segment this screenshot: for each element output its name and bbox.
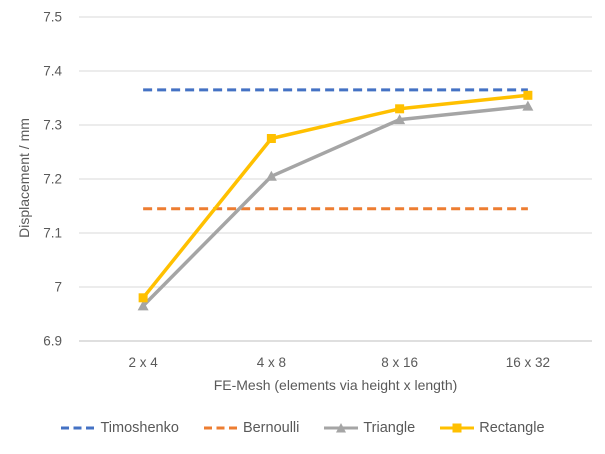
y-tick-label: 7.2 xyxy=(43,172,62,187)
y-tick-label: 7 xyxy=(54,280,62,295)
x-tick-label: 8 x 16 xyxy=(381,355,418,370)
y-tick-label: 6.9 xyxy=(43,334,62,349)
data-point-square-marker xyxy=(138,293,148,303)
data-point-triangle-marker xyxy=(522,100,534,111)
legend-label: Triangle xyxy=(363,420,416,436)
legend-square-marker xyxy=(452,423,462,433)
data-point-triangle-marker xyxy=(265,170,277,181)
legend-item-timoshenko[interactable]: Timoshenko xyxy=(60,420,179,436)
x-tick-label: 16 x 32 xyxy=(506,355,550,370)
x-tick-label: 2 x 4 xyxy=(128,355,158,370)
data-point-square-marker xyxy=(395,104,405,114)
legend-label: Bernoulli xyxy=(242,420,300,436)
legend-swatch-square-marker-icon xyxy=(440,423,475,433)
legend-item-bernoulli[interactable]: Bernoulli xyxy=(203,420,299,436)
y-tick-label: 7.3 xyxy=(43,118,62,133)
legend: Timoshenko Bernoulli Triangle Rectangle xyxy=(0,420,605,436)
legend-swatch-dashed-line-icon xyxy=(61,426,96,430)
x-axis-title: FE-Mesh (elements via height x length) xyxy=(213,377,458,393)
legend-label: Rectangle xyxy=(479,420,545,436)
y-axis-title: Displacement / mm xyxy=(16,118,32,238)
legend-swatch-dashed-line-icon xyxy=(203,426,238,430)
legend-item-rectangle[interactable]: Rectangle xyxy=(439,420,545,436)
data-point-square-marker xyxy=(523,90,533,100)
series-line-rectangle xyxy=(141,93,530,300)
legend-triangle-marker xyxy=(336,423,347,433)
y-tick-label: 7.5 xyxy=(43,10,62,25)
data-point-triangle-marker xyxy=(394,114,406,125)
data-point-triangle-marker xyxy=(137,300,149,311)
y-tick-label: 7.4 xyxy=(43,64,62,79)
x-tick-label: 4 x 8 xyxy=(257,355,286,370)
series-line-triangle xyxy=(141,104,530,308)
legend-swatch-triangle-marker-icon xyxy=(324,423,359,433)
legend-item-triangle[interactable]: Triangle xyxy=(323,420,415,436)
y-tick-label: 7.1 xyxy=(43,226,62,241)
legend-label: Timoshenko xyxy=(100,420,179,436)
data-point-square-marker xyxy=(266,134,276,143)
